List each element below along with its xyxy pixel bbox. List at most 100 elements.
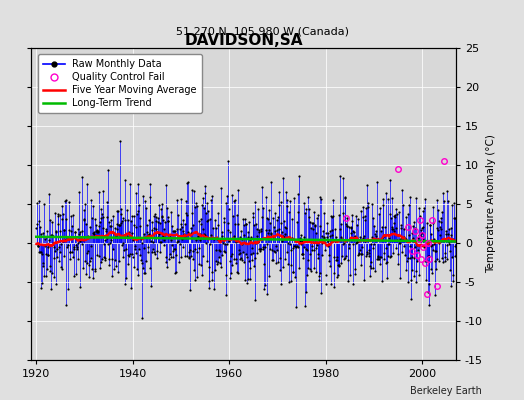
Point [95, 223, 104, 230]
Point [178, 236, 186, 243]
Point [64, 242, 73, 248]
Point [334, 263, 343, 269]
Point [259, 205, 267, 212]
Point [197, 216, 205, 222]
Point [244, 228, 253, 235]
Point [259, 246, 268, 252]
Point [433, 225, 441, 232]
Point [185, 287, 194, 293]
Point [99, 188, 107, 194]
Point [41, 235, 49, 242]
Point [308, 243, 316, 250]
Point [80, 207, 88, 213]
Point [407, 296, 416, 302]
Point [256, 225, 265, 232]
Point [387, 252, 395, 259]
Point [427, 230, 435, 237]
Point [33, 221, 41, 228]
Point [395, 209, 403, 215]
Point [186, 247, 194, 253]
Point [50, 248, 59, 254]
Point [213, 210, 222, 216]
Point [314, 211, 322, 218]
Point [280, 218, 288, 224]
Point [278, 264, 287, 270]
Point [409, 223, 417, 230]
Point [133, 211, 141, 218]
Point [257, 246, 265, 252]
Point [203, 258, 212, 264]
Point [293, 190, 302, 197]
Point [81, 258, 89, 264]
Point [247, 251, 255, 258]
Point [256, 247, 264, 254]
Y-axis label: Temperature Anomaly (°C): Temperature Anomaly (°C) [486, 134, 496, 274]
Point [397, 224, 406, 231]
Point [405, 202, 413, 208]
Point [147, 238, 156, 244]
Point [170, 246, 178, 253]
Point [395, 240, 403, 246]
Point [206, 196, 215, 203]
Point [233, 269, 241, 275]
Point [126, 218, 135, 225]
Point [83, 260, 91, 266]
Point [233, 187, 242, 193]
Point [369, 215, 377, 222]
Point [38, 262, 47, 269]
Point [223, 193, 231, 200]
Point [157, 206, 166, 212]
Point [425, 302, 433, 308]
Point [169, 228, 178, 234]
Point [103, 198, 112, 205]
Point [448, 202, 456, 208]
Point [285, 235, 293, 241]
Point [35, 249, 43, 256]
Point [418, 230, 426, 236]
Point [414, 272, 423, 279]
Point [382, 260, 390, 266]
Point [196, 221, 205, 227]
Point [387, 223, 396, 230]
Point [154, 218, 162, 225]
Point [418, 225, 427, 232]
Point [423, 220, 431, 226]
Point [318, 240, 326, 246]
Point [127, 229, 136, 236]
Point [168, 248, 177, 254]
Point [161, 219, 169, 225]
Point [106, 217, 115, 223]
Point [181, 233, 189, 239]
Point [414, 232, 423, 239]
Point [242, 220, 250, 227]
Point [75, 229, 84, 236]
Point [149, 246, 157, 252]
Point [296, 237, 304, 244]
Point [150, 225, 159, 231]
Point [447, 254, 456, 260]
Point [168, 242, 176, 248]
Point [392, 224, 400, 231]
Point [219, 237, 227, 243]
Point [294, 208, 302, 215]
Point [394, 261, 402, 267]
Point [403, 211, 412, 217]
Point [279, 175, 287, 182]
Point [427, 242, 435, 249]
Point [43, 244, 52, 251]
Point [326, 281, 335, 287]
Point [271, 242, 280, 249]
Point [353, 238, 362, 245]
Point [45, 191, 53, 197]
Point [295, 172, 303, 179]
Point [299, 250, 307, 257]
Point [155, 231, 163, 237]
Point [85, 234, 93, 240]
Title: DAVIDSON,SA: DAVIDSON,SA [184, 33, 303, 48]
Point [397, 222, 405, 228]
Point [150, 251, 159, 257]
Point [118, 242, 126, 248]
Point [118, 218, 126, 224]
Point [62, 216, 71, 222]
Point [320, 234, 329, 240]
